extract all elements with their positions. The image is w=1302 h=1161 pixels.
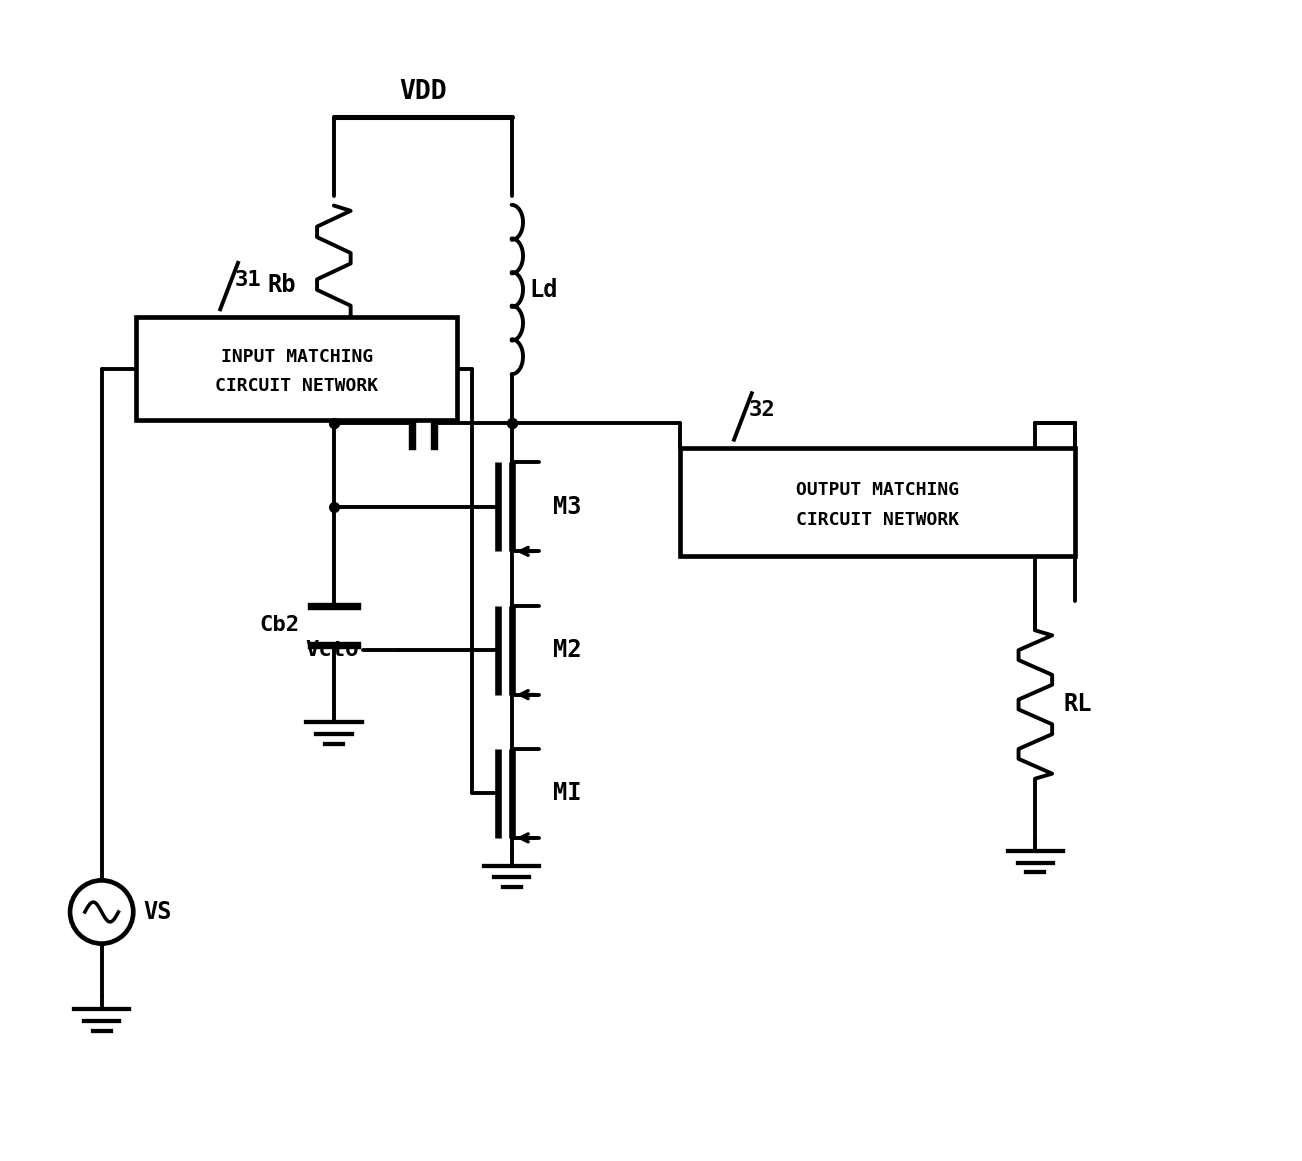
Text: VS: VS	[143, 900, 172, 924]
Text: MI: MI	[553, 781, 582, 806]
Text: INPUT MATCHING: INPUT MATCHING	[220, 347, 372, 366]
Text: 32: 32	[749, 401, 775, 420]
Text: Vcto: Vcto	[305, 640, 358, 661]
Text: Cb2: Cb2	[259, 615, 299, 635]
Text: VDD: VDD	[398, 79, 447, 104]
Text: M2: M2	[553, 639, 582, 662]
Text: CIRCUIT NETWORK: CIRCUIT NETWORK	[215, 377, 379, 396]
Text: RL: RL	[1062, 692, 1091, 716]
Text: Rb: Rb	[268, 273, 297, 296]
Text: CIRCUIT NETWORK: CIRCUIT NETWORK	[796, 511, 958, 528]
Bar	[680, 448, 1075, 556]
Text: 31: 31	[234, 269, 262, 289]
Text: M3: M3	[553, 495, 582, 519]
Text: Ld: Ld	[530, 277, 559, 302]
Bar	[137, 317, 457, 420]
Text: Cb1: Cb1	[402, 373, 443, 392]
Text: OUTPUT MATCHING: OUTPUT MATCHING	[796, 481, 958, 499]
